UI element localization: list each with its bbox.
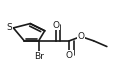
- Text: O: O: [52, 21, 59, 30]
- Text: S: S: [6, 23, 12, 32]
- Text: O: O: [77, 32, 84, 41]
- Text: Br: Br: [34, 52, 44, 61]
- Text: O: O: [66, 51, 73, 60]
